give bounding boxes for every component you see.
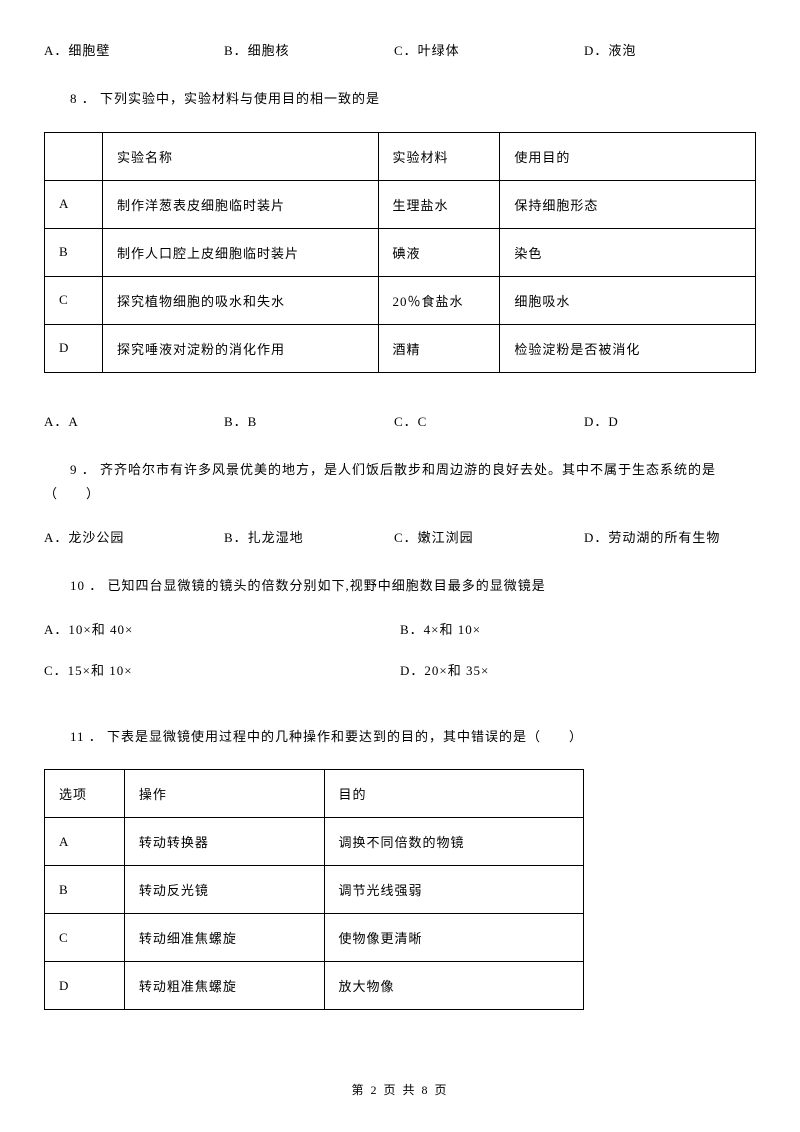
q9-stem: 9 ． 齐齐哈尔市有许多风景优美的地方，是人们饭后散步和周边游的良好去处。其中不… xyxy=(44,458,756,507)
q9-choice-c: C．嫩江浏园 xyxy=(394,527,584,546)
q10-choices: A．10×和 40× B．4×和 10× C．15×和 10× D．20×和 3… xyxy=(44,619,756,701)
q8-th-0 xyxy=(45,132,103,180)
q9-choice-d: D．劳动湖的所有生物 xyxy=(584,527,720,546)
table-row: 实验名称 实验材料 使用目的 xyxy=(45,132,756,180)
table-row: D 转动粗准焦螺旋 放大物像 xyxy=(45,962,584,1010)
q10-choice-a: A．10×和 40× xyxy=(44,619,400,638)
q7-choice-b: B．细胞核 xyxy=(224,40,394,59)
q9-choice-b: B．扎龙湿地 xyxy=(224,527,394,546)
q11-stem: 11 ． 下表是显微镜使用过程中的几种操作和要达到的目的，其中错误的是（ ） xyxy=(44,725,756,750)
q8-th-1: 实验名称 xyxy=(102,132,378,180)
page-footer: 第 2 页 共 8 页 xyxy=(0,1081,800,1098)
table-row: D 探究唾液对淀粉的消化作用 酒精 检验淀粉是否被消化 xyxy=(45,324,756,372)
q8-choice-b: B．B xyxy=(224,411,394,430)
q8-choices: A．A B．B C．C D．D xyxy=(44,411,756,430)
q9-choices: A．龙沙公园 B．扎龙湿地 C．嫩江浏园 D．劳动湖的所有生物 xyxy=(44,527,756,546)
q11-table: 选项 操作 目的 A 转动转换器 调换不同倍数的物镜 B 转动反光镜 调节光线强… xyxy=(44,769,584,1010)
q8-th-3: 使用目的 xyxy=(500,132,756,180)
table-row: C 转动细准焦螺旋 使物像更清晰 xyxy=(45,914,584,962)
q10-choice-d: D．20×和 35× xyxy=(400,660,756,679)
q8-choice-d: D．D xyxy=(584,411,619,430)
q9-choice-a: A．龙沙公园 xyxy=(44,527,224,546)
q10-choice-b: B．4×和 10× xyxy=(400,619,756,638)
table-row: B 转动反光镜 调节光线强弱 xyxy=(45,866,584,914)
table-row: B 制作人口腔上皮细胞临时装片 碘液 染色 xyxy=(45,228,756,276)
q7-choice-d: D．液泡 xyxy=(584,40,636,59)
q10-stem: 10 ． 已知四台显微镜的镜头的倍数分别如下,视野中细胞数目最多的显微镜是 xyxy=(44,574,756,599)
table-row: A 转动转换器 调换不同倍数的物镜 xyxy=(45,818,584,866)
q8-table: 实验名称 实验材料 使用目的 A 制作洋葱表皮细胞临时装片 生理盐水 保持细胞形… xyxy=(44,132,756,373)
q8-stem: 8 ． 下列实验中，实验材料与使用目的相一致的是 xyxy=(44,87,756,112)
table-row: C 探究植物细胞的吸水和失水 20％食盐水 细胞吸水 xyxy=(45,276,756,324)
q7-choices: A．细胞壁 B．细胞核 C．叶绿体 D．液泡 xyxy=(44,40,756,59)
q7-choice-c: C．叶绿体 xyxy=(394,40,584,59)
q10-choice-c: C．15×和 10× xyxy=(44,660,400,679)
q8-choice-a: A．A xyxy=(44,411,224,430)
q8-th-2: 实验材料 xyxy=(378,132,500,180)
table-row: A 制作洋葱表皮细胞临时装片 生理盐水 保持细胞形态 xyxy=(45,180,756,228)
table-row: 选项 操作 目的 xyxy=(45,770,584,818)
q7-choice-a: A．细胞壁 xyxy=(44,40,224,59)
q8-choice-c: C．C xyxy=(394,411,584,430)
